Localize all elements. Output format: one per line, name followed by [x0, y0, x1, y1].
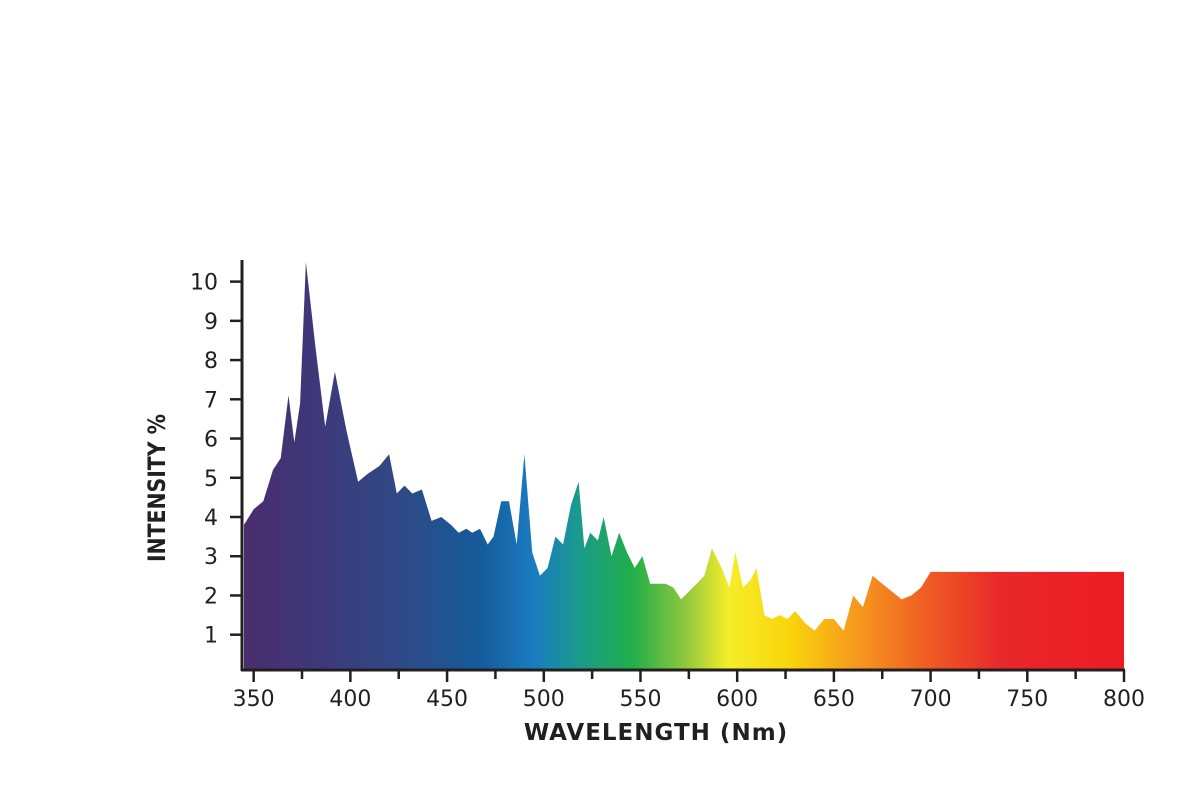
x-tick-label: 550	[619, 687, 661, 712]
y-tick-label: 8	[204, 349, 218, 374]
y-tick-label: 7	[204, 388, 218, 413]
x-tick-label: 600	[716, 687, 758, 712]
x-tick-label: 750	[1006, 687, 1048, 712]
y-tick-label: 6	[204, 428, 218, 453]
y-tick-label: 10	[190, 271, 218, 296]
y-tick-label: 2	[204, 584, 218, 609]
x-tick-label: 500	[523, 687, 565, 712]
x-tick-label: 700	[910, 687, 952, 712]
axes: 1 2 3 4 5 6 7 8 9 10 350 400 450 500 550 600 650 700 750 80…	[190, 260, 1145, 712]
x-axis-title: WAVELENGTH (Nm)	[524, 720, 788, 746]
x-tick-label: 650	[813, 687, 855, 712]
y-tick-label: 3	[204, 545, 218, 570]
x-tick-label: 450	[426, 687, 468, 712]
x-tick-label: 400	[329, 687, 371, 712]
y-tick-label: 5	[204, 467, 218, 492]
x-tick-label: 350	[233, 687, 275, 712]
spectrum-area	[244, 262, 1124, 670]
y-tick-label: 4	[204, 506, 218, 531]
y-axis-title: INTENSITY %	[143, 414, 171, 562]
y-tick-label: 9	[204, 310, 218, 335]
plot-area	[244, 262, 1124, 670]
y-tick-label: 1	[204, 624, 218, 649]
x-tick-label: 800	[1103, 687, 1145, 712]
